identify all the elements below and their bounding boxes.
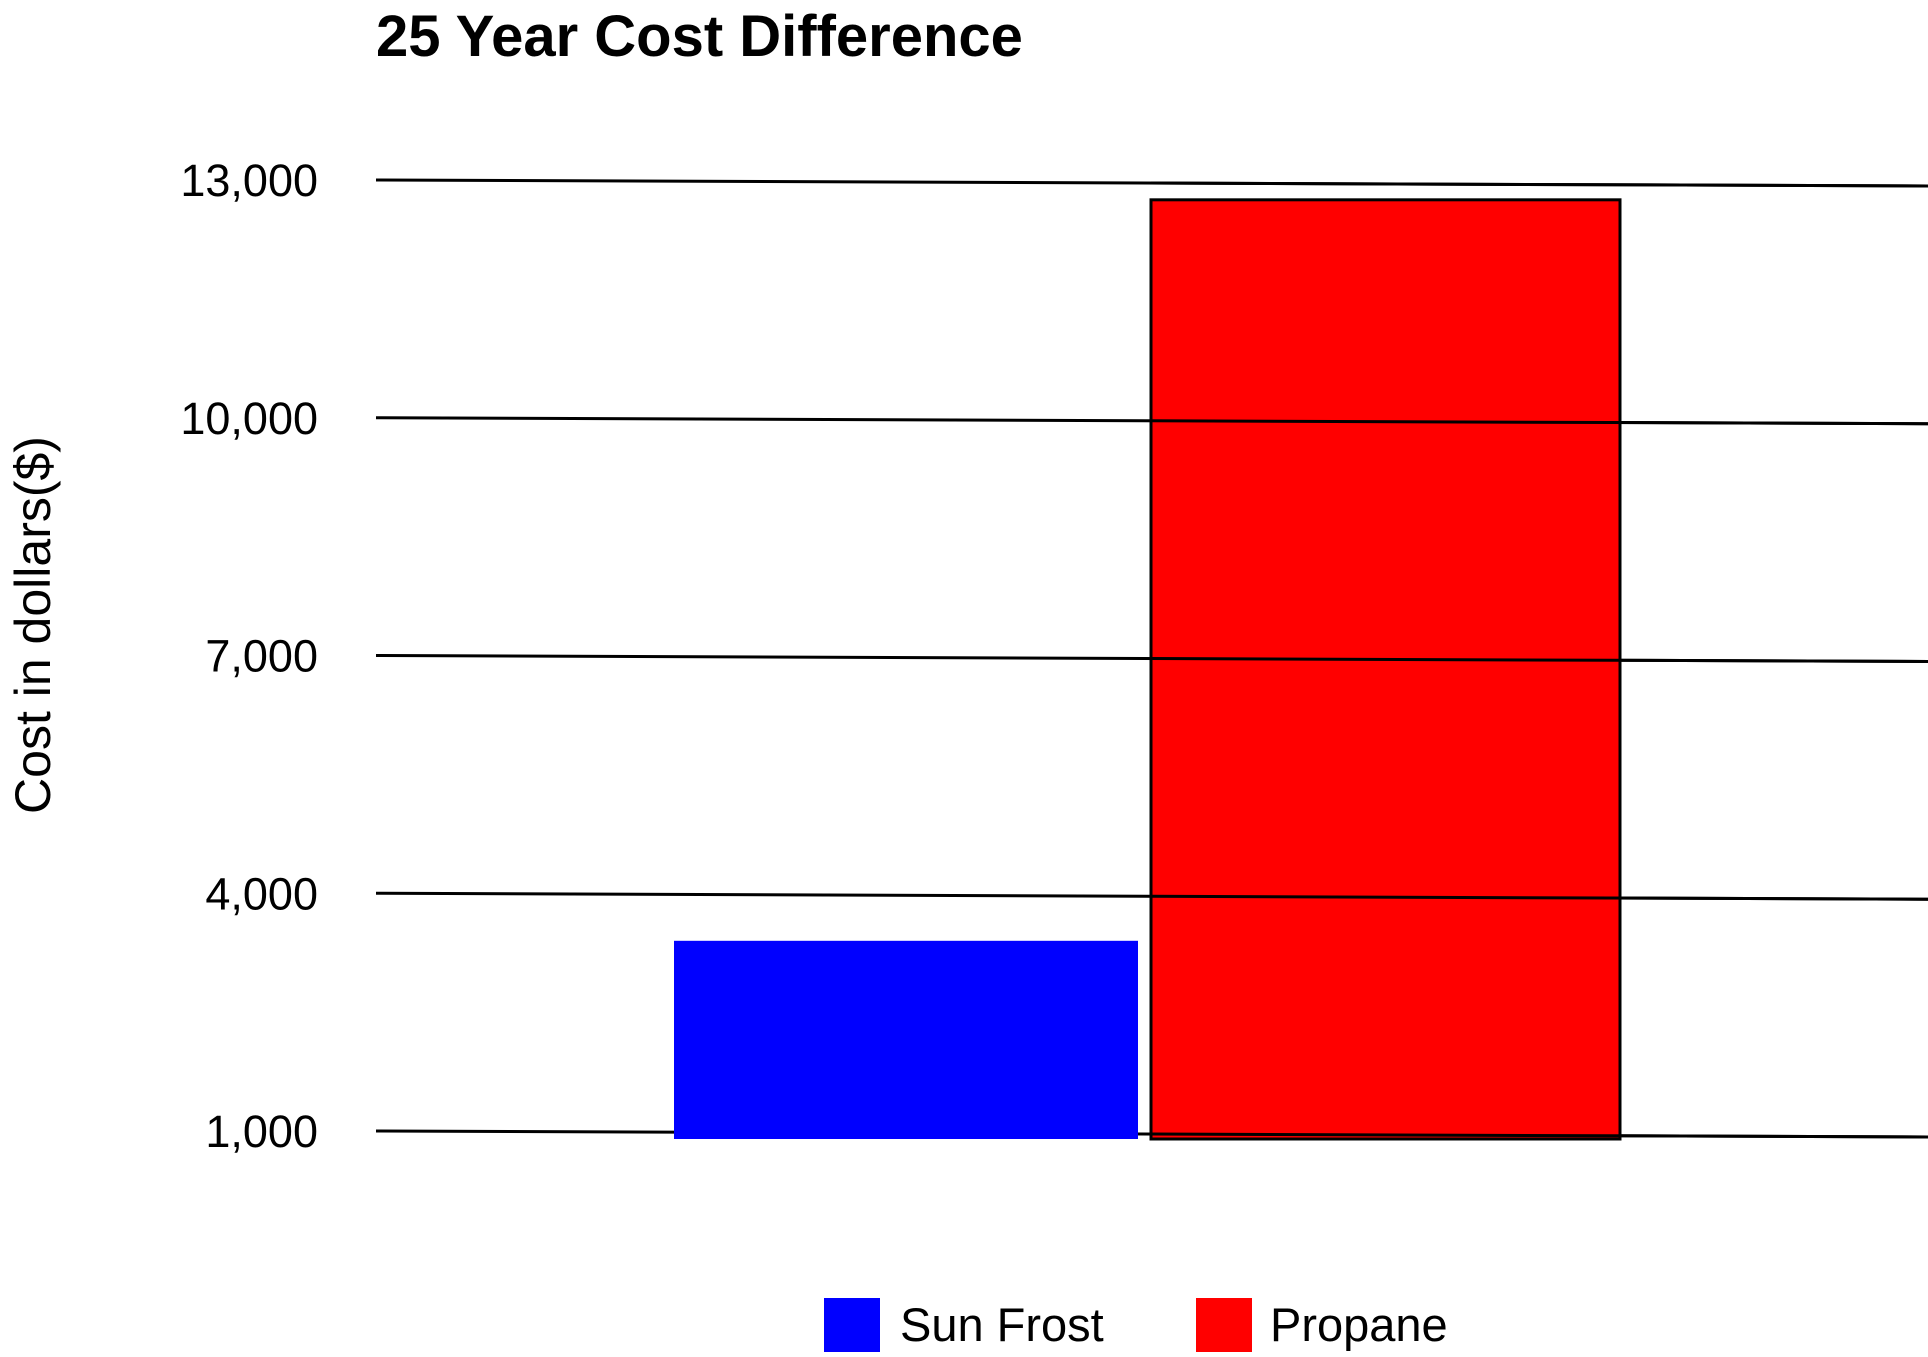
y-axis-ticks: 1,000 4,000 7,000 10,000 13,000: [180, 155, 318, 1157]
y-axis-label: Cost in dollars($): [5, 436, 61, 814]
legend-label: Sun Frost: [900, 1298, 1104, 1351]
gridline-overlay: [1150, 181, 1928, 188]
bars: [674, 198, 1622, 1141]
gridline-overlay: [1150, 1132, 1928, 1139]
legend: Sun Frost Propane: [824, 1298, 1448, 1352]
chart-title: 25 Year Cost Difference: [376, 4, 1023, 69]
gridline-overlay: [1150, 656, 1928, 663]
legend-swatch: [1196, 1298, 1252, 1352]
gridlines-overlay: [1150, 181, 1928, 1139]
bar-sun-frost: [674, 940, 1138, 1139]
y-tick-label: 1,000: [205, 1106, 318, 1157]
bar-propane: [1149, 198, 1622, 1141]
legend-swatch: [824, 1298, 880, 1352]
legend-label: Propane: [1270, 1298, 1448, 1351]
y-tick-label: 13,000: [180, 155, 318, 206]
y-tick-label: 10,000: [180, 393, 318, 444]
gridline-overlay: [1150, 419, 1928, 426]
y-tick-label: 7,000: [205, 631, 318, 682]
gridline-overlay: [1150, 894, 1928, 901]
y-tick-label: 4,000: [205, 868, 318, 919]
